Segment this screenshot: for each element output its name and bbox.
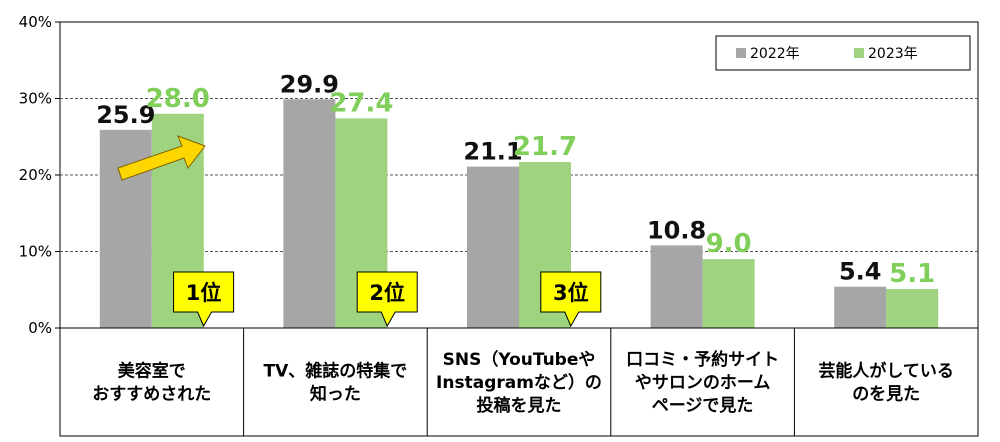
increase-arrow [117,135,206,181]
category-label-line: 投稿を見た [477,395,562,416]
category-label-line: Instagramなど）の [436,372,602,393]
rank-label: 2位 [369,281,405,305]
y-tick-label: 40% [19,13,52,31]
data-label: 5.4 [839,258,882,286]
category-label-line: やサロンのホーム [635,373,771,393]
category-label-line: おすすめされた [92,385,211,405]
rank-badge [173,271,235,328]
value-labels: 25.928.0 29.927.4 21.121.7 10.8 9.0 5.4 5.1 [96,70,935,289]
category-label: 美容室でおすすめされた [92,361,211,405]
category-label: 口コミ・予約サイトやサロンのホームページで見た [626,349,779,416]
rank-label: 3位 [553,281,589,305]
bar-2022 [650,245,703,328]
data-label: 5.1 [889,259,935,289]
data-label: 21.7 [513,132,577,162]
category-labels: 美容室でおすすめされた TV、雑誌の特集で知った SNS（YouTubeや Insta… [59,327,979,437]
category-label-line: TV、雑誌の特集で [264,361,408,382]
legend-swatch [736,48,746,58]
bar-2023 [702,259,755,328]
category-label-line: のを見た [852,385,920,405]
rank-label: 1位 [186,281,222,305]
data-label: 29.9 [280,70,339,98]
category-label: TV、雑誌の特集で知った [264,361,408,405]
data-label: 9.0 [706,229,752,259]
bar-2022 [467,166,519,328]
category-label: SNS（YouTubeや Instagramなど）の投稿を見た [436,349,602,416]
category-label-line: 美容室で [118,361,186,382]
bar-2023 [886,288,939,328]
rank-callouts: 1位 2位 3位 [173,271,602,328]
category-label: 芸能人がしているのを見た [818,361,954,405]
category-label-line: 芸能人がしている [818,361,954,382]
y-axis: 0% 10% 20% 30% 40% [19,13,60,337]
y-tick-label: 20% [19,166,52,184]
data-label: 21.1 [463,138,522,166]
legend: 2022年 2023年 [715,35,971,71]
category-label-line: 知った [309,384,361,405]
rank-badge [356,271,418,328]
y-tick-label: 10% [19,243,52,261]
data-label: 25.9 [96,101,155,129]
data-label: 10.8 [647,216,706,244]
arrow-icon [117,135,206,181]
bar-2022 [283,99,336,328]
category-frame [59,327,979,437]
category-label-line: 口コミ・予約サイト [626,349,779,370]
legend-swatch [854,48,864,58]
data-label: 27.4 [329,88,393,118]
category-label-line: SNS（YouTubeや [443,349,596,370]
bar-2022 [834,286,887,328]
y-tick-label: 30% [19,90,52,108]
legend-label: 2022年 [750,46,800,62]
data-label: 28.0 [146,84,210,114]
legend-box [715,35,971,71]
legend-label: 2023年 [868,46,918,62]
category-label-line: ページで見た [652,396,754,416]
y-tick-label: 0% [28,319,52,337]
rank-badge [540,271,602,328]
